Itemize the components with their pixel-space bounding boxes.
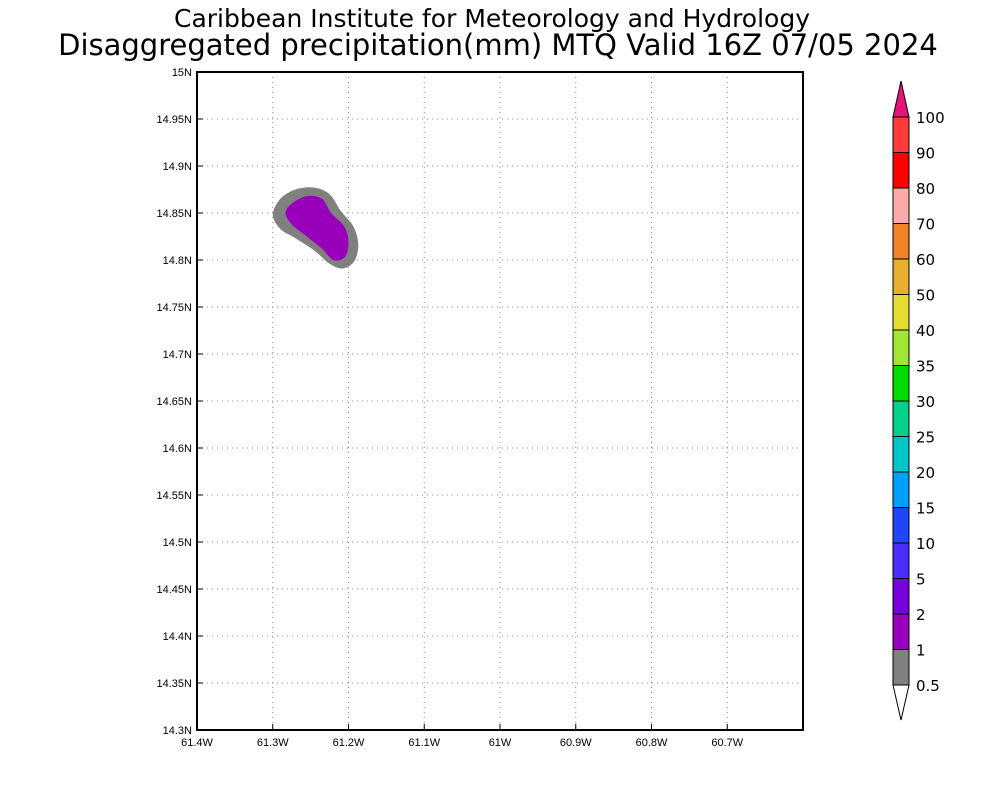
colorbar-swatch xyxy=(892,258,910,295)
lon-tick-label: 61.4W xyxy=(181,737,213,749)
colorbar-label: 0.5 xyxy=(916,677,940,695)
colorbar-label: 70 xyxy=(916,216,935,234)
precip-areas xyxy=(272,187,359,269)
colorbar-top-arrow xyxy=(892,80,910,118)
colorbar-swatch xyxy=(892,471,910,508)
lon-tick-label: 60.9W xyxy=(560,737,592,749)
lat-tick-label: 14.95N xyxy=(157,114,193,126)
colorbar-swatch xyxy=(892,507,910,544)
title-line-2: Disaggregated precipitation(mm) MTQ Vali… xyxy=(58,28,938,62)
colorbar-swatch xyxy=(892,294,910,331)
lon-tick-label: 60.7W xyxy=(711,737,743,749)
colorbar-label: 50 xyxy=(916,287,935,305)
colorbar-swatch xyxy=(892,329,910,366)
lat-tick-label: 14.55N xyxy=(157,490,193,502)
colorbar-swatch xyxy=(892,400,910,437)
lat-tick-label: 14.3N xyxy=(163,725,192,737)
lon-tick-label: 61.3W xyxy=(257,737,289,749)
colorbar-swatch xyxy=(892,187,910,224)
colorbar-swatch xyxy=(892,649,910,686)
colorbar-swatch xyxy=(892,613,910,650)
colorbar-label: 30 xyxy=(916,393,935,411)
lon-tick-label: 61.2W xyxy=(333,737,365,749)
colorbar-swatch xyxy=(892,436,910,473)
lat-tick-label: 14.35N xyxy=(157,678,193,690)
colorbar-label: 40 xyxy=(916,322,935,340)
lat-tick-label: 15N xyxy=(172,67,192,79)
lat-tick-label: 14.45N xyxy=(157,584,193,596)
colorbar-label: 15 xyxy=(916,500,935,518)
colorbar-label: 25 xyxy=(916,429,935,447)
colorbar-label: 10 xyxy=(916,535,935,553)
colorbar-swatch xyxy=(892,542,910,579)
colorbar-label: 35 xyxy=(916,358,935,376)
lon-tick-label: 61.1W xyxy=(408,737,440,749)
colorbar-label: 60 xyxy=(916,251,935,269)
lat-tick-label: 14.65N xyxy=(157,396,193,408)
map-gridlines xyxy=(197,72,803,730)
lat-axis: 14.3N 14.35N 14.4N 14.45N 14.5N 14.55N 14.6N 14… xyxy=(157,67,203,737)
colorbar-swatch xyxy=(892,116,910,153)
lat-tick-label: 14.9N xyxy=(163,161,192,173)
lat-tick-label: 14.6N xyxy=(163,443,192,455)
colorbar-swatch xyxy=(892,365,910,402)
title-line-1: Caribbean Institute for Meteorology and … xyxy=(174,4,810,33)
colorbar-swatch xyxy=(892,578,910,615)
colorbar-label: 1 xyxy=(916,642,926,660)
lat-tick-label: 14.75N xyxy=(157,302,193,314)
colorbar-swatch xyxy=(892,223,910,260)
lon-tick-label: 61W xyxy=(489,737,512,749)
lon-tick-label: 60.8W xyxy=(636,737,668,749)
colorbar-label: 100 xyxy=(916,109,945,127)
colorbar-swatch xyxy=(892,152,910,189)
colorbar-bottom-arrow xyxy=(892,684,910,721)
colorbar-label: 2 xyxy=(916,606,926,624)
lat-tick-label: 14.7N xyxy=(163,349,192,361)
lat-tick-label: 14.85N xyxy=(157,208,193,220)
lat-tick-label: 14.8N xyxy=(163,255,192,267)
lat-tick-label: 14.4N xyxy=(163,631,192,643)
colorbar-label: 5 xyxy=(916,571,926,589)
colorbar-label: 80 xyxy=(916,180,935,198)
colorbar-label: 90 xyxy=(916,145,935,163)
lon-axis: 61.4W 61.3W 61.2W 61.1W 61W 60.9W 60.8W 60.7W xyxy=(181,724,744,749)
colorbar-label: 20 xyxy=(916,464,935,482)
lat-tick-label: 14.5N xyxy=(163,537,192,549)
precip-area xyxy=(285,195,349,261)
